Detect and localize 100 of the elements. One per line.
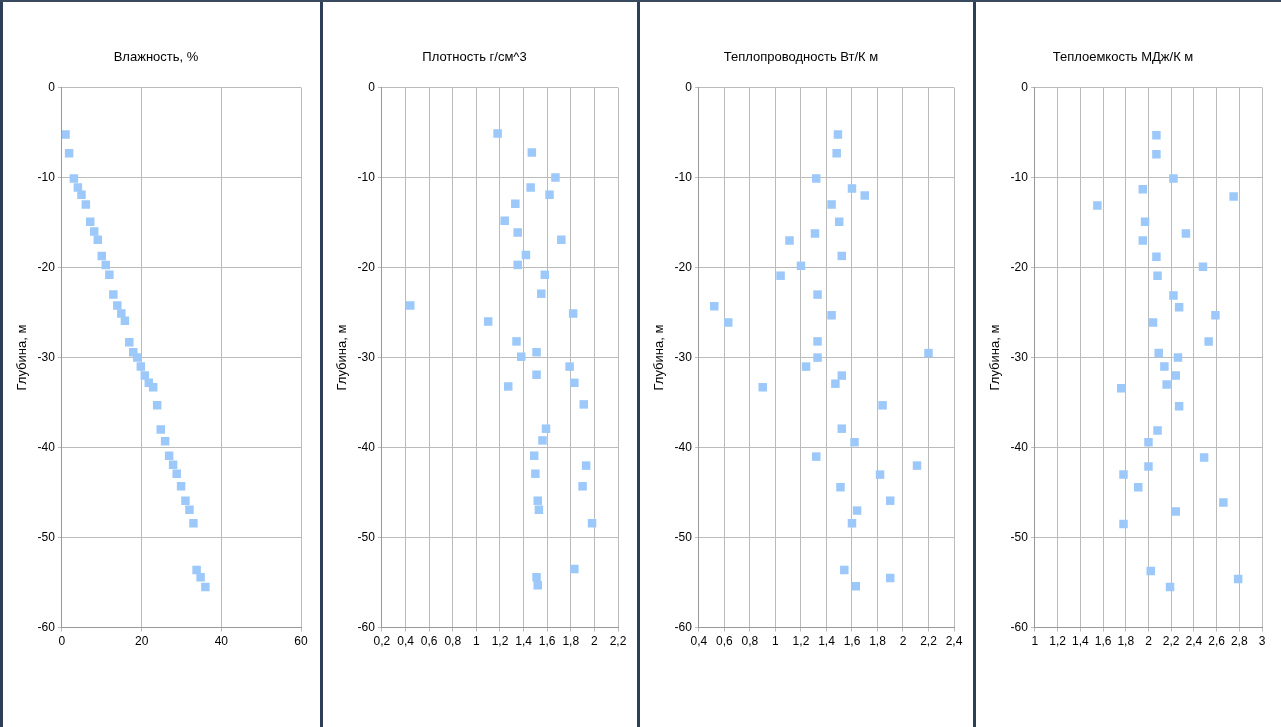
y-tick-label: -40 bbox=[37, 439, 56, 454]
point bbox=[1162, 380, 1171, 389]
point bbox=[537, 289, 546, 298]
point bbox=[837, 424, 847, 433]
point bbox=[1153, 271, 1162, 280]
x-tick-label: 2,8 bbox=[1230, 634, 1248, 649]
point bbox=[1169, 174, 1178, 183]
y-tick-label: 0 bbox=[1021, 79, 1029, 94]
point bbox=[831, 379, 840, 388]
point bbox=[196, 572, 205, 582]
point bbox=[534, 505, 544, 514]
x-tick-label: 2,2 bbox=[1162, 634, 1180, 649]
point bbox=[533, 581, 542, 590]
y-axis-title: Глубина, м bbox=[14, 324, 30, 391]
y-tick-label: 0 bbox=[685, 79, 693, 94]
point bbox=[136, 362, 146, 371]
point bbox=[61, 130, 70, 139]
point bbox=[776, 271, 785, 280]
point bbox=[1173, 353, 1183, 362]
point bbox=[1171, 371, 1180, 380]
x-tick-label: 60 bbox=[294, 634, 308, 649]
y-axis-title: Глубина, м bbox=[987, 324, 1003, 391]
point bbox=[724, 318, 733, 327]
point bbox=[156, 425, 165, 434]
point bbox=[109, 290, 118, 299]
point bbox=[533, 496, 542, 505]
point bbox=[192, 565, 201, 575]
point bbox=[538, 436, 547, 445]
chart-title: Влажность, % bbox=[113, 49, 199, 65]
point bbox=[85, 217, 95, 226]
point bbox=[189, 518, 198, 528]
point bbox=[513, 260, 522, 270]
point bbox=[493, 129, 502, 138]
chart-title: Плотность г/см^3 bbox=[422, 49, 527, 65]
point bbox=[527, 148, 537, 157]
y-tick-label: -60 bbox=[1010, 619, 1029, 634]
point bbox=[578, 482, 587, 491]
point bbox=[1148, 318, 1158, 327]
point bbox=[812, 452, 821, 461]
point bbox=[532, 370, 541, 379]
x-tick-label: 1 bbox=[473, 634, 481, 649]
x-tick-label: 2,2 bbox=[609, 634, 627, 649]
point bbox=[875, 470, 885, 479]
x-tick-label: 2 bbox=[899, 634, 907, 649]
point bbox=[924, 348, 933, 358]
point bbox=[64, 149, 74, 158]
y-tick-label: -20 bbox=[357, 259, 376, 274]
y-tick-label: -60 bbox=[357, 619, 376, 634]
x-tick-label: 1 bbox=[1031, 634, 1039, 649]
point bbox=[1153, 426, 1162, 435]
point bbox=[503, 382, 513, 391]
point bbox=[847, 184, 857, 193]
x-tick-label: 1,4 bbox=[818, 634, 836, 649]
point bbox=[81, 200, 91, 209]
point bbox=[1152, 149, 1161, 159]
x-tick-label: 0,4 bbox=[690, 634, 708, 649]
point bbox=[834, 217, 844, 226]
y-tick-label: -40 bbox=[674, 439, 693, 454]
y-tick-label: -30 bbox=[37, 349, 56, 364]
point bbox=[541, 424, 551, 433]
y-tick-label: -60 bbox=[37, 619, 56, 634]
point bbox=[1138, 236, 1148, 245]
y-tick-label: 0 bbox=[48, 79, 56, 94]
point bbox=[406, 301, 415, 310]
point bbox=[500, 216, 509, 226]
point bbox=[1138, 185, 1148, 194]
point bbox=[785, 236, 794, 245]
point bbox=[1204, 337, 1213, 346]
point bbox=[810, 229, 820, 238]
point bbox=[813, 353, 822, 362]
point bbox=[579, 400, 589, 409]
x-tick-label: 1,8 bbox=[1117, 634, 1135, 649]
point bbox=[512, 337, 521, 346]
x-tick-label: 0,6 bbox=[716, 634, 734, 649]
point bbox=[89, 227, 99, 236]
x-tick-label: 20 bbox=[134, 634, 149, 649]
x-tick-label: 40 bbox=[214, 634, 229, 649]
point bbox=[570, 564, 579, 574]
x-tick-label: 0,6 bbox=[420, 634, 438, 649]
point bbox=[813, 337, 822, 346]
point bbox=[1144, 437, 1153, 447]
point bbox=[1211, 311, 1220, 320]
chart-title: Теплопроводность Вт/К м bbox=[723, 49, 879, 65]
x-tick-label: 1,4 bbox=[1072, 634, 1090, 649]
point bbox=[1119, 519, 1128, 529]
y-tick-label: -40 bbox=[1010, 439, 1029, 454]
point bbox=[827, 311, 836, 320]
point bbox=[1181, 229, 1191, 238]
y-tick-label: -50 bbox=[674, 529, 693, 544]
point bbox=[160, 437, 170, 446]
x-tick-label: 2,6 bbox=[1208, 634, 1226, 649]
point bbox=[172, 469, 181, 478]
point bbox=[878, 401, 887, 410]
point bbox=[77, 190, 86, 199]
y-tick-label: -60 bbox=[674, 619, 693, 634]
x-tick-label: 1,2 bbox=[792, 634, 810, 649]
point bbox=[185, 505, 194, 514]
y-tick-label: -20 bbox=[1010, 259, 1029, 274]
point bbox=[1093, 201, 1102, 210]
point bbox=[1144, 462, 1153, 471]
